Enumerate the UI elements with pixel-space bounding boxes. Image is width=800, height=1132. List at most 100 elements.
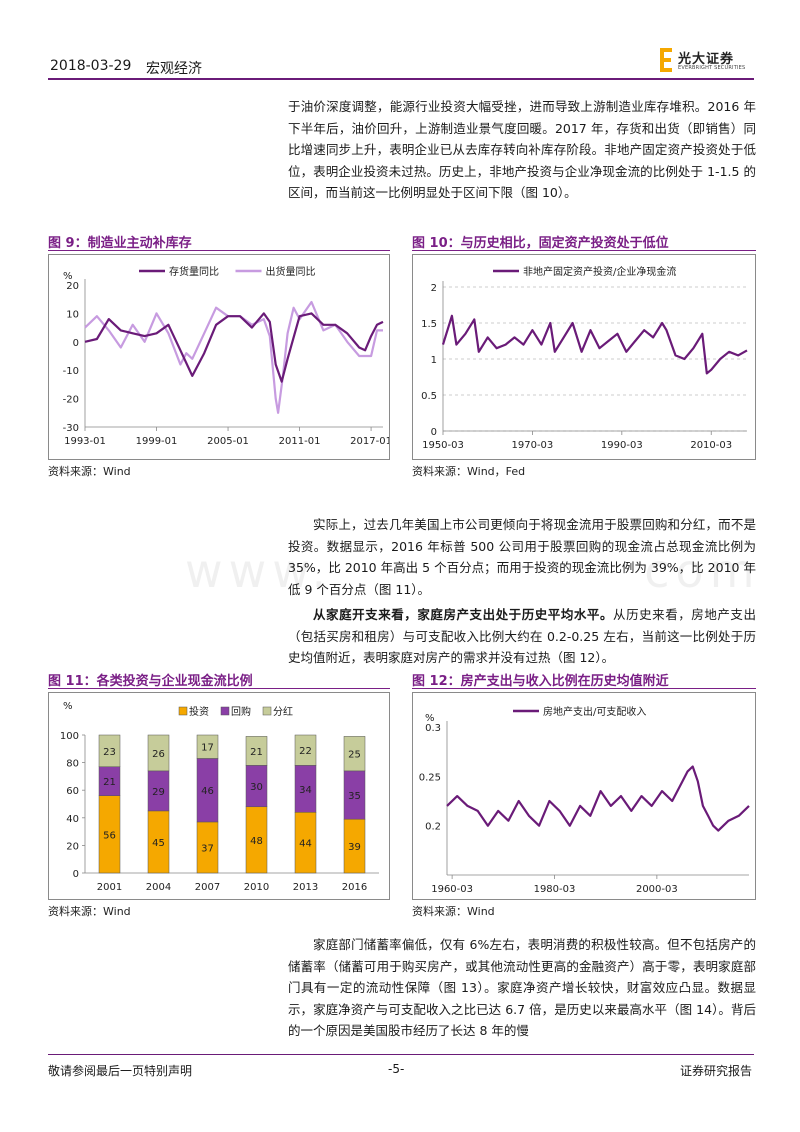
data-label: 35 [348,791,361,802]
footer-disclaimer: 敬请参阅最后一页特别声明 [48,1064,193,1078]
y-axis-unit: % [63,701,73,712]
footer-page-number: -5- [388,1062,405,1076]
y-tick-label: 1.5 [421,319,437,330]
paragraph-1: 于油价深度调整，能源行业投资大幅受挫，进而导致上游制造业库存堆积。2016 年下… [288,99,756,200]
data-label: 29 [152,787,165,798]
y-tick-label: 0 [431,427,437,438]
data-label: 21 [250,747,263,758]
y-tick-label: 20 [66,841,79,852]
fig9-title-rule [48,250,390,251]
y-tick-label: 40 [66,814,79,825]
y-tick-label: 0.5 [421,391,437,402]
x-tick-label: 1999-01 [136,436,178,447]
y-tick-label: 2 [431,283,437,294]
data-label: 34 [299,785,312,796]
fig12-chart: 0.2 0.25 0.3 1960-03 1980-03 2000-03% 房地产支出/可支… [412,692,756,900]
x-tick-label: 2001 [97,882,122,893]
x-tick-label: 1950-03 [422,440,464,451]
fig12-source: 资料来源：Wind [412,905,495,918]
bar-分红-2007 [196,734,219,759]
footer-report-type: 证券研究报告 [680,1064,753,1078]
x-tick-label: 1993-01 [64,436,106,447]
fig12-title: 图 12：房产支出与收入比例在历史均值附近 [412,674,669,689]
x-tick-label: 2010-03 [690,440,732,451]
legend-label-3: 分红 [273,705,293,718]
y-tick-label: 0.25 [419,772,441,783]
legend-label-2: 回购 [231,705,251,718]
data-label: 25 [348,750,361,761]
data-label: 56 [103,830,116,841]
watermark: www. com [185,544,761,598]
x-tick-label: 2004 [146,882,171,893]
y-tick-label: 60 [66,786,79,797]
data-label: 45 [152,838,165,849]
company-logo: 光大证券 EVERBRIGHT SECURITIES [660,48,760,74]
x-tick-label: 2017-01 [350,436,390,447]
y-tick-label: 80 [66,759,79,770]
data-label: 23 [103,747,116,758]
data-label: 37 [201,843,214,854]
fig11-title: 图 11：各类投资与企业现金流比例 [48,674,253,689]
legend-label-2: 出货量同比 [266,265,316,278]
legend-swatch-1 [178,706,188,716]
y-tick-label: 1 [431,355,437,366]
x-tick-label: 1960-03 [431,884,473,895]
legend-label-1: 房地产支出/可支配收入 [543,705,646,718]
y-tick-label: -30 [63,423,79,434]
logo-chinese-name: 光大证券 [678,52,735,67]
fig9-source: 资料来源：Wind [48,465,131,478]
fig10-chart: 0 0.5 1 1.5 2 1950-03 1970-03 1990-03 2010-03 非地产… [412,254,756,460]
logo-english-name: EVERBRIGHT SECURITIES [678,65,746,71]
paragraph-3-body: 从历史来看，房地产支出（包括买房和租房）与可支配收入比例大约在 0.2-0.25… [288,607,756,665]
paragraph-3: 从家庭开支来看，家庭房产支出处于历史平均水平。从历史来看，房地产支出（包括买房和… [288,604,756,669]
x-tick-label: 1980-03 [534,884,576,895]
fig11-source: 资料来源：Wind [48,905,131,918]
fig11-chart: 0 20 40 60 80 100% 56 21 23 2001 45 29 26 2004 37 46 17 2… [48,692,390,900]
fig10-title: 图 10：与历史相比，固定资产投资处于低位 [412,236,669,251]
y-axis-unit: % [425,713,435,724]
data-label: 26 [152,749,165,760]
y-tick-label: -20 [63,395,79,406]
y-tick-label: 0 [73,338,79,349]
series-line-1 [441,314,748,375]
legend-swatch-2 [220,706,230,716]
logo-mark-icon [660,48,672,72]
data-label: 46 [201,786,214,797]
series-line-2 [84,300,383,414]
fig10-source: 资料来源：Wind，Fed [412,465,526,478]
paragraph-3-lead: 从家庭开支来看，家庭房产支出处于历史平均水平。 [313,607,614,622]
fig9-title: 图 9：制造业主动补库存 [48,236,192,251]
bar-分红-2001 [98,734,121,767]
data-label: 30 [250,782,263,793]
x-tick-label: 1990-03 [601,440,643,451]
legend-label-1: 投资 [189,705,209,718]
x-tick-label: 2010 [244,882,269,893]
bar-分红-2004 [147,734,170,772]
series-line-1 [84,312,384,383]
report-section: 宏观经济 [146,61,202,77]
y-tick-label: 0 [73,869,79,880]
bar-分红-2013 [294,734,317,766]
legend-swatch-3 [262,706,272,716]
y-tick-label: -10 [63,366,79,377]
y-tick-label: 0.3 [425,723,441,734]
data-label: 17 [201,743,214,754]
x-tick-label: 2013 [293,882,318,893]
data-label: 48 [250,836,263,847]
y-tick-label: 20 [66,281,79,292]
x-tick-label: 2007 [195,882,220,893]
report-date: 2018-03-29 [50,58,132,74]
x-tick-label: 2011-01 [279,436,321,447]
data-label: 21 [103,777,116,788]
data-label: 44 [299,839,312,850]
data-label: 39 [348,842,361,853]
x-tick-label: 2016 [342,882,367,893]
legend-label-1: 存货量同比 [169,265,219,278]
y-tick-label: 10 [66,309,79,320]
x-tick-label: 1970-03 [512,440,554,451]
legend-label-1: 非地产固定资产投资/企业净现金流 [523,265,676,278]
fig11-title-rule [48,688,390,689]
fig12-title-rule [412,688,756,689]
fig9-chart: -30 -20 -10 0 10 20 1993-01 1999-01 2005-01 2011-… [48,254,390,460]
x-tick-label: 2005-01 [207,436,249,447]
